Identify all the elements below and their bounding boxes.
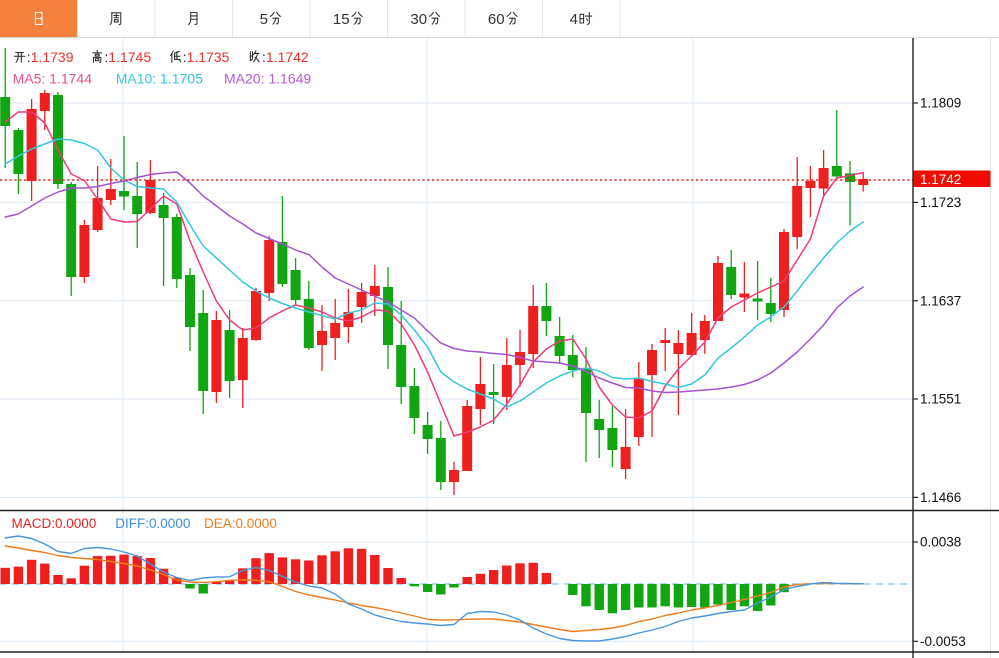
svg-text:1.1742: 1.1742 [920,172,961,187]
svg-text:-0.0053: -0.0053 [920,634,966,649]
svg-text:MACD:0.0000: MACD:0.0000 [12,516,97,531]
svg-text:5: 5 [260,11,268,28]
svg-text:60: 60 [488,11,505,28]
svg-text::1.1745: :1.1745 [104,49,151,65]
svg-text:15: 15 [333,11,350,28]
svg-text:30: 30 [410,11,427,28]
svg-text:DEA:0.0000: DEA:0.0000 [204,516,277,531]
svg-text:1.1723: 1.1723 [920,195,961,210]
svg-text:1.1466: 1.1466 [920,490,961,505]
svg-text:4: 4 [570,11,578,28]
svg-text:MA5: 1.1744: MA5: 1.1744 [13,71,93,87]
svg-text:1.1551: 1.1551 [920,392,961,407]
svg-text:0.0038: 0.0038 [920,535,961,550]
svg-text::1.1742: :1.1742 [262,49,309,65]
svg-text:DIFF:0.0000: DIFF:0.0000 [115,516,190,531]
svg-text::1.1739: :1.1739 [27,49,74,65]
svg-text:MA10: 1.1705: MA10: 1.1705 [116,71,203,87]
svg-text:1.1637: 1.1637 [920,293,961,308]
svg-text:1.1809: 1.1809 [920,96,961,111]
svg-text::1.1735: :1.1735 [183,49,230,65]
svg-text:MA20: 1.1649: MA20: 1.1649 [224,71,311,87]
